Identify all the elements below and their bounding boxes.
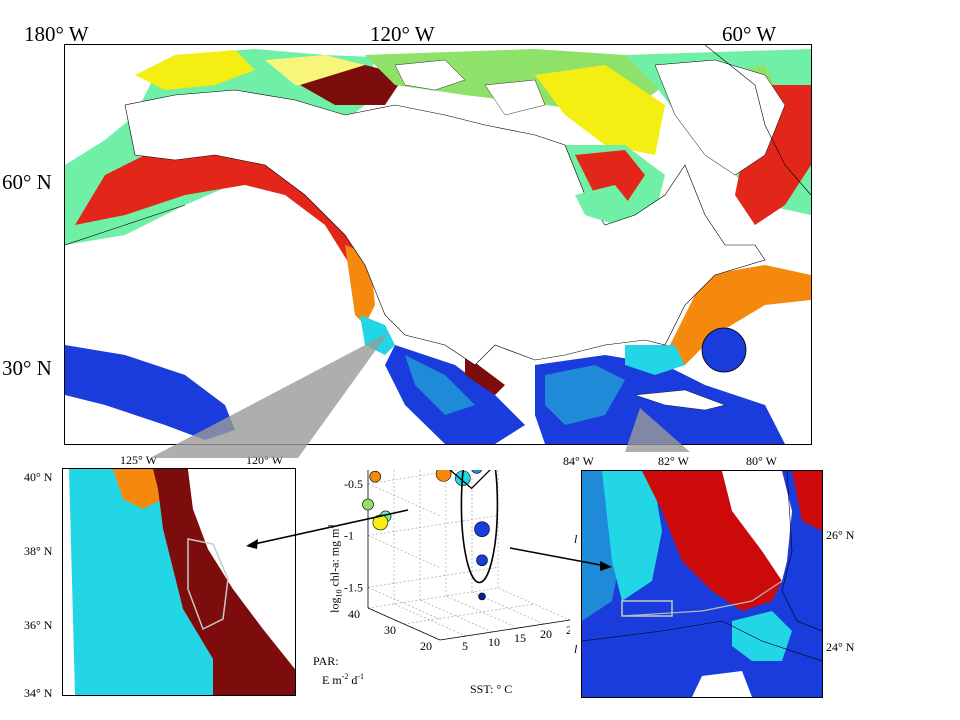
grid-line-z bbox=[367, 470, 460, 485]
scatter3d-plot: 5101520254030200-0.5-1-1.5 bbox=[344, 470, 570, 653]
inset-east-lon-80w: 80° W bbox=[746, 454, 777, 468]
data-point bbox=[362, 498, 374, 511]
data-point bbox=[372, 514, 389, 531]
lon-label-120w: 120° W bbox=[370, 22, 435, 46]
inset-east-lon-84w: 84° W bbox=[563, 454, 594, 468]
inset-west-lat-38n: 38° N bbox=[24, 544, 53, 558]
lat-label-60n: 60° N bbox=[2, 170, 52, 194]
z-label-sub: 10 bbox=[334, 589, 344, 598]
z-tick-label: -1 bbox=[344, 529, 354, 543]
grid-line-z bbox=[367, 567, 499, 588]
x-axis-line bbox=[439, 619, 570, 641]
grid-line-x bbox=[393, 603, 467, 637]
x-axis-label: SST: ° C bbox=[470, 682, 513, 696]
grid-line-z bbox=[367, 535, 441, 568]
lat-label-30n: 30° N bbox=[2, 356, 52, 380]
x-tick-label: 10 bbox=[488, 635, 500, 649]
y-tick-label: 20 bbox=[420, 639, 432, 653]
data-point bbox=[471, 470, 483, 474]
z-axis-label: log10 chl-a: mg m3 bbox=[326, 504, 343, 634]
inset-west-lat-34n: 34° N bbox=[24, 686, 53, 700]
y-label-sup2: -1 bbox=[357, 672, 365, 681]
inset-east-edge-mark-top: l bbox=[574, 532, 578, 546]
z-label-base: log bbox=[327, 597, 342, 613]
z-label-rest: chl-a: mg m bbox=[327, 528, 342, 590]
main-map bbox=[64, 44, 812, 445]
inset-map-california bbox=[62, 468, 296, 696]
inset-west-lon-125w: 125° W bbox=[120, 453, 157, 467]
inset-map-florida bbox=[581, 470, 823, 698]
inset-east-lat-24n: 24° N bbox=[826, 640, 855, 654]
data-point bbox=[476, 554, 488, 567]
z-tick-label: -1.5 bbox=[344, 580, 363, 594]
y-label-b: d bbox=[348, 673, 358, 687]
x-tick-label: 20 bbox=[540, 627, 552, 641]
inset-west-lat-40n: 40° N bbox=[24, 470, 53, 484]
y-label-sup1: -2 bbox=[341, 672, 349, 681]
inset-east-edge-mark-bottom: l bbox=[574, 642, 578, 656]
x-tick-label: 15 bbox=[514, 631, 526, 645]
grid-line-x bbox=[445, 595, 519, 629]
z-label-sup: 3 bbox=[326, 524, 336, 529]
inset-east-lat-26n: 26° N bbox=[826, 528, 855, 542]
y-axis-line bbox=[367, 607, 441, 641]
z-tick-label: -0.5 bbox=[344, 477, 363, 491]
inset-west-lat-36n: 36° N bbox=[24, 618, 53, 632]
data-point bbox=[369, 470, 381, 483]
y-tick-label: 40 bbox=[348, 607, 360, 621]
grid-line-z bbox=[367, 483, 441, 517]
x-tick-label: 25 bbox=[566, 623, 570, 637]
inset-east-lon-82w: 82° W bbox=[658, 454, 689, 468]
grid-line-y bbox=[403, 603, 535, 625]
y-axis-label-line2: E m-2 d-1 bbox=[322, 672, 364, 688]
grid-line-x bbox=[497, 587, 570, 621]
data-point bbox=[478, 592, 486, 601]
scatter3d-chart: 5101520254030200-0.5-1-1.5 bbox=[300, 470, 570, 700]
lon-label-180w: 180° W bbox=[24, 22, 89, 46]
y-axis-label-line1: PAR: bbox=[313, 654, 339, 668]
data-point bbox=[474, 521, 490, 538]
inset-west-lon-120w: 120° W bbox=[246, 453, 283, 467]
data-point bbox=[435, 470, 452, 482]
group-ellipse-subtropical bbox=[460, 470, 499, 584]
grid-line-y bbox=[367, 587, 499, 609]
grid-line-z bbox=[367, 587, 441, 620]
grid-line-x bbox=[419, 599, 493, 633]
y-label-a: E m bbox=[322, 673, 342, 687]
lon-label-60w: 60° W bbox=[722, 22, 777, 46]
y-tick-label: 30 bbox=[384, 623, 396, 637]
x-tick-label: 5 bbox=[462, 639, 468, 653]
